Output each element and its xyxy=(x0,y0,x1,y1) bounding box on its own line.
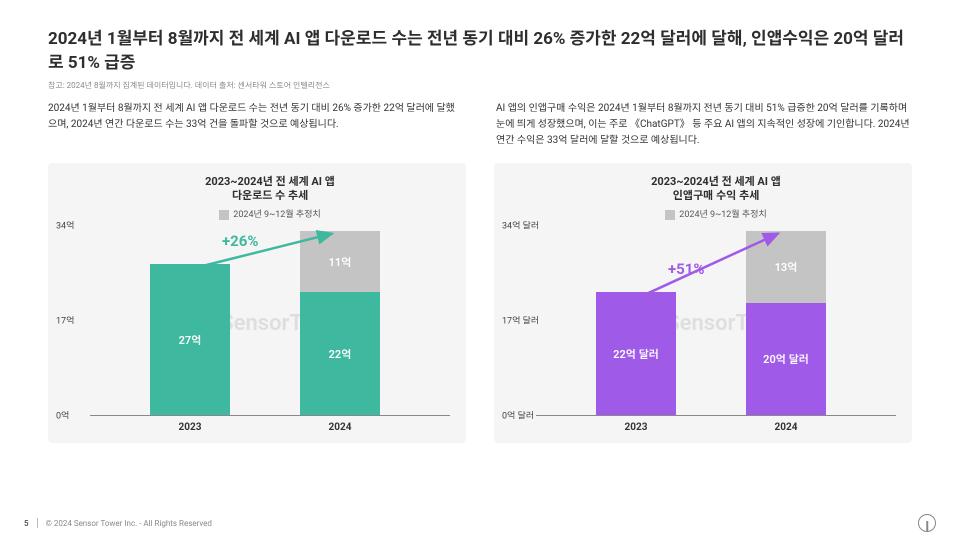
page-subtitle: 참고: 2024년 8월까지 집계된 데이터입니다. 데이터 출처: 센서타워 … xyxy=(0,80,960,101)
chart-plot: SensorTower0억 달러17억 달러34억 달러22억 달러202320… xyxy=(536,226,896,416)
growth-label: +51% xyxy=(668,260,704,278)
page-title: 2024년 1월부터 8월까지 전 세계 AI 앱 다운로드 수는 전년 동기 … xyxy=(0,0,960,80)
x-category-label: 2024 xyxy=(746,422,826,433)
charts-row: 2023~2024년 전 세계 AI 앱다운로드 수 추세 2024년 9~12월… xyxy=(0,149,960,443)
x-category-label: 2023 xyxy=(596,422,676,433)
y-tick-label: 0억 xyxy=(56,409,69,422)
legend-label: 2024년 9~12월 추정치 xyxy=(233,210,320,220)
legend-swatch-icon xyxy=(219,210,229,220)
y-tick-label: 17억 달러 xyxy=(502,314,539,327)
y-tick-label: 17억 xyxy=(56,314,74,327)
revenue-chart: 2023~2024년 전 세계 AI 앱인앱구매 수익 추세 2024년 9~12… xyxy=(494,163,912,443)
x-category-label: 2023 xyxy=(150,422,230,433)
x-category-label: 2024 xyxy=(300,422,380,433)
growth-label: +26% xyxy=(222,232,258,250)
footer-divider xyxy=(37,518,38,528)
bar-estimate-label: 11억 xyxy=(300,254,380,270)
legend-label: 2024년 9~12월 추정치 xyxy=(679,210,766,220)
y-tick-label: 34억 xyxy=(56,219,74,232)
page-number: 5 xyxy=(24,519,29,528)
legend-swatch-icon xyxy=(665,210,675,220)
chart-legend: 2024년 9~12월 추정치 xyxy=(536,207,896,220)
bar-estimate-label: 13억 xyxy=(746,259,826,275)
bar-value-label: 22억 달러 xyxy=(596,346,676,362)
body-text-row: 2024년 1월부터 8월까지 전 세계 AI 앱 다운로드 수는 전년 동기 … xyxy=(0,101,960,149)
bar-value-label: 22억 xyxy=(300,346,380,362)
bar-value-label: 20억 달러 xyxy=(746,351,826,367)
sensortower-logo-icon xyxy=(918,514,936,532)
y-tick-label: 34억 달러 xyxy=(502,219,539,232)
body-text-right: AI 앱의 인앱구매 수익은 2024년 1월부터 8월까지 전년 동기 대비 … xyxy=(496,101,912,149)
chart-legend: 2024년 9~12월 추정치 xyxy=(90,207,450,220)
body-text-left: 2024년 1월부터 8월까지 전 세계 AI 앱 다운로드 수는 전년 동기 … xyxy=(48,101,464,149)
downloads-chart: 2023~2024년 전 세계 AI 앱다운로드 수 추세 2024년 9~12월… xyxy=(48,163,466,443)
y-tick-label: 0억 달러 xyxy=(502,409,534,422)
bar-value-label: 27억 xyxy=(150,332,230,348)
chart-title: 2023~2024년 전 세계 AI 앱다운로드 수 추세 xyxy=(90,175,450,204)
chart-plot: SensorTower0억17억34억27억202322억11억2024+26% xyxy=(90,226,450,416)
footer: 5 © 2024 Sensor Tower Inc. - All Rights … xyxy=(0,514,960,532)
chart-title: 2023~2024년 전 세계 AI 앱인앱구매 수익 추세 xyxy=(536,175,896,204)
copyright-text: © 2024 Sensor Tower Inc. - All Rights Re… xyxy=(46,519,212,528)
